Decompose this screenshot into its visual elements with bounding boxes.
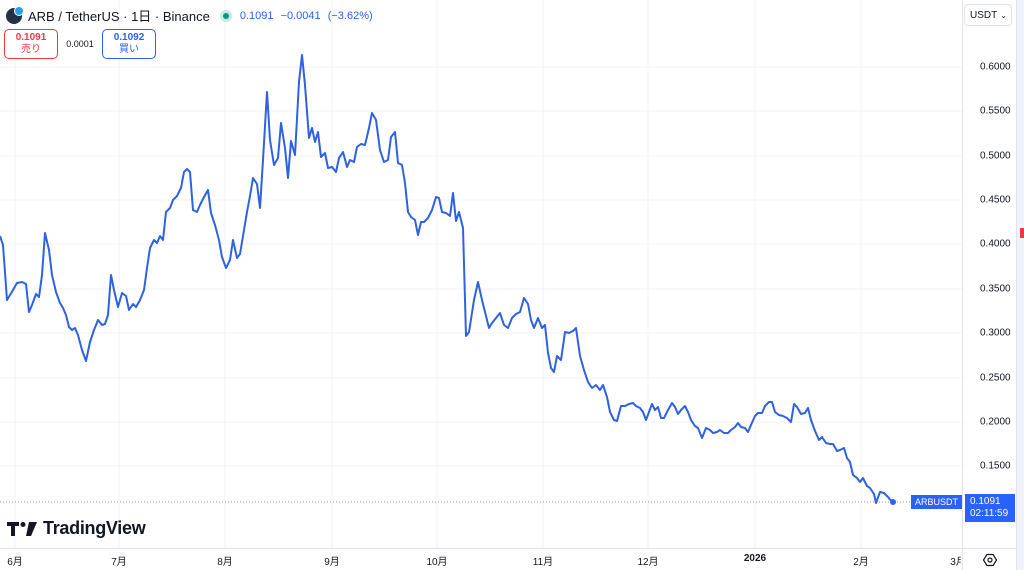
chart-settings-button[interactable]	[962, 548, 1016, 570]
buy-button[interactable]: 0.1092 買い	[102, 29, 156, 59]
change-percent: (−3.62%)	[327, 9, 373, 22]
sell-price: 0.1091	[15, 32, 47, 43]
market-open-icon	[219, 9, 232, 22]
time-tick: 11月	[532, 557, 554, 568]
tradingview-mark-icon	[7, 521, 37, 536]
time-tick: 9月	[324, 557, 340, 568]
currency-label: USDT	[970, 9, 998, 21]
time-tick: 2月	[853, 557, 869, 568]
time-tick: 10月	[426, 557, 448, 568]
time-tick: 8月	[217, 557, 233, 568]
price-tick: 0.3500	[980, 283, 1011, 295]
chart-legend: ARB / TetherUS · 1日 · Binance 0.1091 −0.…	[6, 5, 377, 25]
gear-icon	[982, 553, 997, 566]
price-tick: 0.4000	[980, 238, 1011, 250]
price-tick: 0.4500	[980, 194, 1011, 206]
bar-countdown: 02:11:59	[970, 508, 1009, 519]
alert-marker	[1020, 228, 1024, 238]
buy-label: 買い	[119, 44, 139, 55]
price-change-readout: 0.1091 −0.0041 (−3.62%)	[240, 10, 377, 22]
currency-select[interactable]: USDT ⌄	[964, 4, 1012, 26]
sell-button[interactable]: 0.1091 売り	[4, 29, 58, 59]
tradingview-wordmark: TradingView	[43, 518, 146, 538]
change-value: −0.0041	[280, 9, 321, 22]
symbol-title[interactable]: ARB / TetherUS · 1日 · Binance	[28, 9, 210, 24]
time-tick: 12月	[637, 557, 659, 568]
trade-buttons: 0.1091 売り 0.0001 0.1092 買い	[4, 29, 156, 59]
right-panel-edge[interactable]	[1016, 0, 1024, 570]
symbol-price-tag: ARBUSDT	[911, 495, 963, 509]
price-tick: 0.2000	[980, 416, 1011, 428]
price-tick: 0.6000	[980, 61, 1011, 73]
time-tick-year: 2026	[743, 553, 767, 564]
sell-label: 売り	[21, 44, 41, 55]
tradingview-logo[interactable]: TradingView	[7, 518, 146, 539]
time-tick: 3月	[950, 557, 966, 568]
last-price-badge: 0.1091 02:11:59	[965, 494, 1015, 522]
price-tick: 0.5500	[980, 105, 1011, 117]
last-price-value: 0.1091	[970, 496, 1001, 507]
last-value: 0.1091	[239, 9, 274, 22]
last-price-dot	[890, 499, 896, 505]
spread-value: 0.0001	[66, 39, 94, 49]
time-axis[interactable]	[0, 548, 962, 570]
chevron-down-icon: ⌄	[1000, 10, 1007, 20]
price-tick: 0.1500	[980, 460, 1011, 472]
price-tick: 0.5000	[980, 150, 1011, 162]
price-line	[0, 54, 894, 504]
time-tick: 6月	[7, 557, 23, 568]
price-plot[interactable]	[0, 0, 962, 548]
time-tick: 7月	[111, 557, 127, 568]
grid	[0, 0, 962, 548]
price-tick: 0.3000	[980, 327, 1011, 339]
price-tick: 0.2500	[980, 372, 1011, 384]
price-axis[interactable]	[962, 0, 1016, 548]
arbitrum-logo-icon	[6, 5, 24, 24]
buy-price: 0.1092	[113, 32, 145, 43]
chart-pane[interactable]	[0, 0, 962, 548]
